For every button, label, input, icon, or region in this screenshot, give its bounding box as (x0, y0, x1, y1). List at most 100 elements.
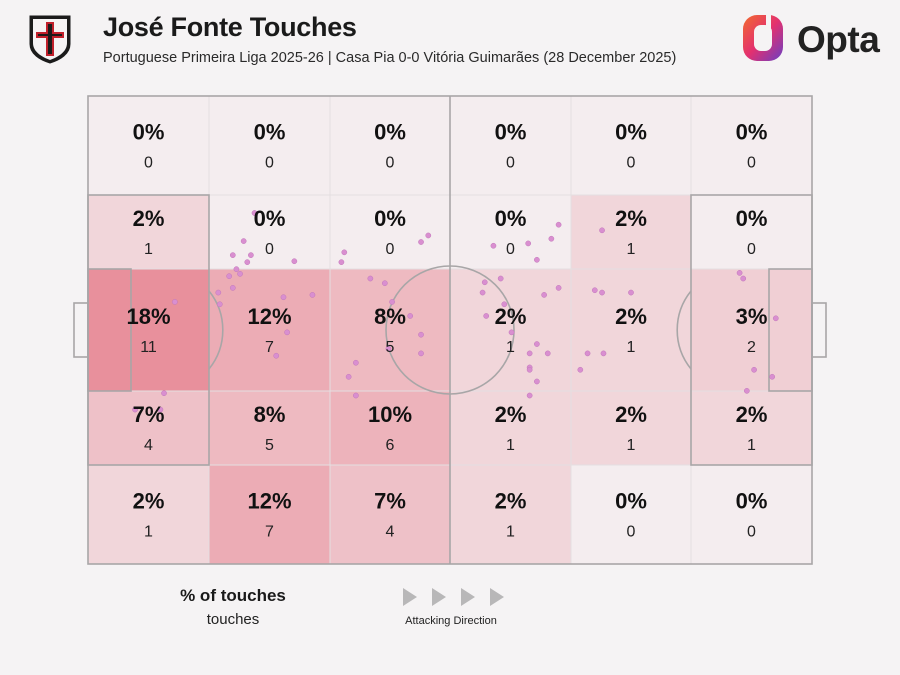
touch-dot (345, 373, 352, 380)
zone-percentage-label: 0% (374, 206, 406, 231)
heat-zone (87, 268, 210, 392)
touch-dot (751, 366, 757, 373)
direction-arrow-icon (461, 588, 475, 606)
touch-dot (237, 270, 243, 277)
zone-percentage-label: 0% (374, 120, 406, 145)
touch-dot (425, 232, 432, 239)
touch-dot (591, 287, 598, 294)
zone-percentage-label: 0% (495, 120, 527, 145)
heat-zone (208, 464, 331, 565)
heat-zone (208, 268, 331, 392)
touch-dot (479, 289, 486, 296)
touch-dot (226, 273, 233, 280)
zone-count-label: 0 (627, 524, 636, 541)
zone-percentage-label: 0% (495, 206, 527, 231)
touch-dot (309, 292, 316, 298)
heat-zone (570, 268, 692, 392)
touch-dot (407, 313, 414, 319)
zone-percentage-label: 0% (736, 489, 768, 514)
zone-percentage-label: 0% (736, 120, 768, 145)
touch-dot (501, 301, 508, 308)
touch-dot (555, 221, 562, 228)
zone-percentage-label: 12% (247, 489, 291, 514)
touch-dot (544, 350, 551, 357)
heat-zone (87, 464, 210, 565)
casa-pia-crest-logo (29, 15, 71, 64)
touch-dot (483, 313, 490, 319)
touch-dot (291, 258, 298, 265)
zone-percentage-label: 8% (254, 402, 286, 427)
left-goal (73, 302, 89, 358)
zone-labels: 0%00%00%00%00%00%02%10%00%00%02%10%018%1… (126, 120, 767, 541)
zone-percentage-label: 2% (615, 304, 647, 329)
touch-dot (743, 387, 750, 394)
touch-dot (240, 238, 247, 244)
heat-zone (208, 95, 331, 196)
touch-dot (418, 350, 424, 357)
touch-dot (526, 366, 533, 373)
touch-dot (534, 341, 540, 347)
zone-count-label: 11 (140, 339, 157, 356)
heat-zone (570, 95, 692, 196)
touch-dot (481, 279, 488, 286)
zone-count-label: 4 (144, 437, 153, 454)
chart-subtitle: Portuguese Primeira Liga 2025-26 | Casa … (103, 50, 677, 66)
heat-zone (570, 194, 692, 270)
zone-count-label: 1 (627, 339, 636, 356)
touch-dot (157, 406, 164, 413)
zone-count-label: 1 (747, 437, 756, 454)
heat-zone (690, 464, 813, 565)
zone-count-label: 0 (506, 241, 515, 258)
touch-dot (628, 289, 634, 296)
touch-dot (497, 275, 504, 282)
zone-count-label: 5 (265, 437, 274, 454)
zone-percentage-label: 0% (133, 120, 165, 145)
zone-count-label: 0 (747, 155, 756, 172)
touch-dot (244, 259, 251, 265)
touch-dot (353, 392, 359, 399)
opta-logo (743, 15, 783, 61)
touch-dot (367, 275, 374, 282)
zone-count-label: 0 (386, 241, 395, 258)
touch-dot (555, 285, 562, 291)
touch-dot (525, 240, 532, 247)
right-penalty-arc (676, 290, 692, 370)
touch-dot (381, 280, 388, 287)
touch-dot (490, 242, 497, 249)
touch-dot (526, 392, 533, 399)
touch-dot (172, 299, 178, 305)
zone-count-label: 6 (386, 437, 395, 454)
touch-dot (577, 366, 584, 373)
zone-count-label: 1 (627, 437, 636, 454)
heat-zone (87, 95, 210, 196)
heat-zone (329, 268, 451, 392)
touch-dot (161, 390, 167, 397)
zone-percentage-label: 0% (615, 120, 647, 145)
direction-arrow-icon (490, 588, 504, 606)
zone-count-label: 7 (265, 339, 274, 356)
heat-zone (690, 268, 813, 392)
touch-dot (385, 345, 392, 352)
touch-dot (584, 350, 591, 357)
zone-percentage-label: 18% (126, 304, 170, 329)
touch-dot (600, 350, 607, 357)
zone-percentage-label: 12% (247, 304, 291, 329)
touch-dot (541, 292, 547, 298)
zone-count-label: 0 (747, 241, 756, 258)
zone-percentage-label: 0% (254, 206, 286, 231)
touch-dot (548, 235, 555, 242)
zone-count-label: 4 (386, 524, 395, 541)
zone-percentage-label: 2% (615, 402, 647, 427)
touch-dot (338, 259, 345, 265)
touch-dot (526, 350, 533, 357)
zone-count-label: 1 (627, 241, 636, 258)
zone-percentage-label: 2% (736, 402, 768, 427)
touch-dot (418, 331, 424, 338)
heat-zone (329, 95, 451, 196)
touch-dot (248, 252, 254, 258)
heat-zone (570, 390, 692, 466)
heat-zone (329, 194, 451, 270)
zone-count-label: 1 (506, 339, 515, 356)
touch-dot (736, 270, 743, 276)
direction-arrow-icon (432, 588, 446, 606)
